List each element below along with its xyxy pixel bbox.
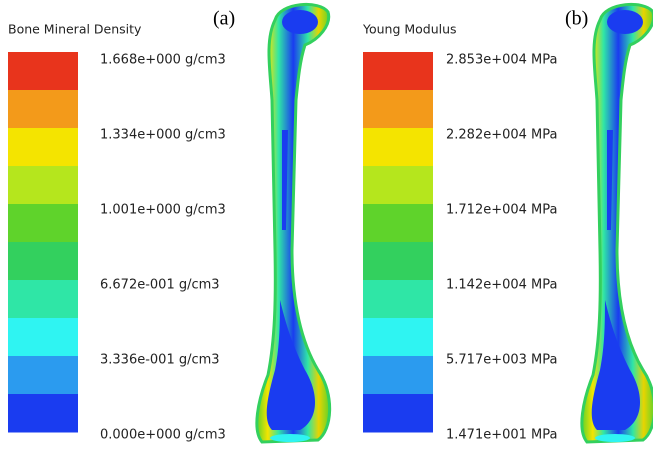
color-band [363,318,433,357]
tick-label: 1.712e+004 MPa [446,203,558,218]
color-band [8,166,78,205]
tick-label: 1.142e+004 MPa [446,278,558,293]
legend-title: Bone Mineral Density [8,22,142,37]
femur-image-a [257,4,330,442]
tick-label: 2.282e+004 MPa [446,128,558,143]
tick-label: 1.001e+000 g/cm3 [100,203,226,218]
color-band [8,356,78,395]
color-band [8,52,78,91]
color-band [8,90,78,129]
tick-label: 0.000e+000 g/cm3 [100,428,226,443]
color-band [8,280,78,319]
color-band [8,242,78,281]
color-band [8,128,78,167]
color-band [363,90,433,129]
color-band [363,356,433,395]
tick-label: 1.668e+000 g/cm3 [100,53,226,68]
color-band [8,318,78,357]
tick-label: 2.853e+004 MPa [446,53,558,68]
tick-label: 3.336e-001 g/cm3 [100,353,220,368]
panel-label: (b) [565,8,588,30]
color-band [8,394,78,433]
femur-image-b [582,4,653,442]
tick-label: 6.672e-001 g/cm3 [100,278,220,293]
color-band [363,394,433,433]
tick-label: 5.717e+003 MPa [446,353,558,368]
color-band [363,128,433,167]
color-band [363,242,433,281]
tick-label: 1.471e+001 MPa [446,428,558,443]
color-band [363,204,433,243]
figure: (a) (b) Bone Mineral Density Young Modul… [0,0,653,450]
color-band [363,52,433,91]
panel-label: (a) [213,8,235,30]
color-band [363,280,433,319]
color-band [8,204,78,243]
legend-title: Young Modulus [362,22,457,37]
color-band [363,166,433,205]
tick-label: 1.334e+000 g/cm3 [100,128,226,143]
